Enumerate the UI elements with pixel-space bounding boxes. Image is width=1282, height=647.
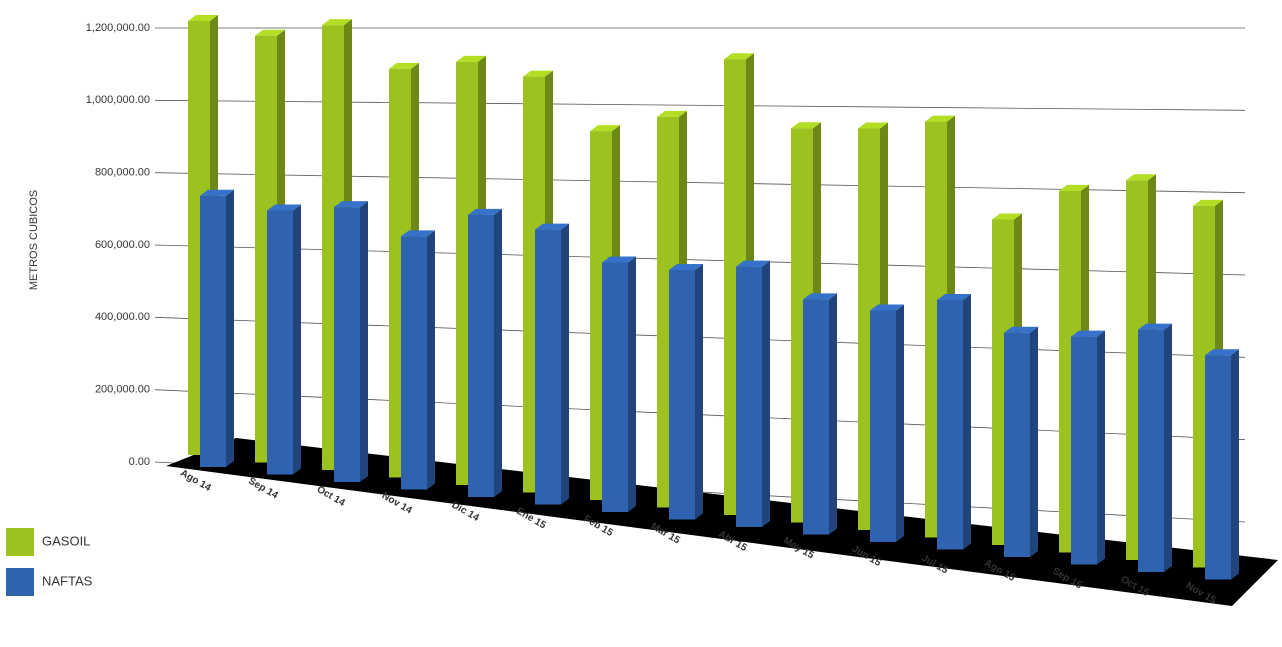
- bar-front: [401, 236, 427, 490]
- bar-side: [829, 293, 837, 535]
- bar-side: [695, 263, 703, 520]
- bar-top: [1193, 199, 1223, 206]
- bar-top: [669, 263, 703, 270]
- y-tick-label: 200,000.00: [95, 384, 150, 396]
- bar-top: [803, 293, 837, 300]
- bar: [803, 293, 837, 535]
- bar-side: [896, 304, 904, 542]
- bar-front: [937, 299, 963, 550]
- bar-top: [401, 230, 435, 237]
- bar-front: [803, 299, 829, 535]
- bar-top: [590, 125, 620, 132]
- bar: [669, 263, 703, 520]
- bar-top: [322, 19, 352, 26]
- bar-front: [468, 214, 494, 497]
- bar: [535, 223, 569, 505]
- bar-side: [1030, 326, 1038, 557]
- bar: [267, 204, 301, 475]
- bar-top: [657, 110, 687, 117]
- x-tick-label: Ago 14: [178, 468, 213, 494]
- bar-side: [494, 208, 502, 497]
- y-axis-label: METROS CUBICOS: [28, 190, 40, 290]
- bar: [200, 189, 234, 467]
- bar-side: [293, 204, 301, 475]
- y-tick-label: 600,000.00: [95, 239, 150, 251]
- bar: [401, 230, 435, 490]
- bar-front: [1004, 332, 1030, 557]
- bar: [468, 208, 502, 497]
- bar-top: [334, 201, 368, 208]
- bar-top: [870, 304, 904, 311]
- bar: [1138, 323, 1172, 572]
- bar-top: [858, 122, 888, 129]
- y-tick-label: 0.00: [129, 456, 150, 468]
- bar-top: [1138, 323, 1172, 330]
- bar-side: [1231, 349, 1239, 580]
- bar-side: [561, 223, 569, 505]
- bar-top: [389, 62, 419, 69]
- bar-top: [736, 260, 770, 267]
- bar-front: [1205, 355, 1231, 580]
- bar: [1205, 349, 1239, 580]
- bar-top: [535, 223, 569, 230]
- bar-front: [1138, 329, 1164, 572]
- floor: [166, 438, 1278, 606]
- bar-front: [1071, 336, 1097, 565]
- bar-top: [1071, 330, 1105, 337]
- bar-side: [762, 260, 770, 527]
- bar-side: [963, 293, 971, 550]
- bar-top: [1205, 349, 1239, 356]
- legend-label: GASOIL: [42, 533, 90, 548]
- bar-side: [427, 230, 435, 490]
- bar-front: [535, 229, 561, 505]
- bar-front: [267, 210, 293, 475]
- bar-front: [736, 266, 762, 527]
- bar: [937, 293, 971, 550]
- bar-top: [523, 70, 553, 77]
- legend-label: NAFTAS: [42, 573, 93, 588]
- y-tick-label: 400,000.00: [95, 311, 150, 323]
- bar-front: [602, 262, 628, 512]
- grid-line: [154, 99, 1246, 111]
- bar-front: [669, 269, 695, 520]
- bar-side: [628, 256, 636, 512]
- bar-top: [267, 204, 301, 211]
- bar-top: [724, 53, 754, 60]
- bar: [1004, 326, 1038, 557]
- bar-top: [925, 115, 955, 122]
- bar: [1071, 330, 1105, 565]
- bar-side: [360, 201, 368, 482]
- legend-swatch: [6, 528, 34, 556]
- y-tick-label: 1,200,000.00: [86, 22, 150, 34]
- bar-top: [1126, 174, 1156, 181]
- legend-swatch: [6, 568, 34, 596]
- bar-top: [937, 293, 971, 300]
- bar-top: [468, 208, 502, 215]
- bar-top: [992, 213, 1022, 220]
- bar-front: [870, 310, 896, 542]
- bar-top: [456, 55, 486, 62]
- y-tick-label: 800,000.00: [95, 167, 150, 179]
- bar-side: [226, 189, 234, 467]
- bar: [334, 201, 368, 482]
- bar-side: [1097, 330, 1105, 565]
- bar-front: [200, 195, 226, 467]
- bar-top: [188, 15, 218, 21]
- bar-top: [1004, 326, 1038, 333]
- bar: [602, 256, 636, 512]
- bar: [736, 260, 770, 527]
- bar-front: [334, 207, 360, 482]
- bar-top: [602, 256, 636, 263]
- bar-side: [1164, 323, 1172, 572]
- bar: [870, 304, 904, 542]
- bar-top: [1059, 184, 1089, 191]
- y-tick-label: 1,000,000.00: [86, 94, 150, 106]
- bar-top: [791, 122, 821, 129]
- bar-top: [255, 29, 285, 36]
- bar-top: [200, 189, 234, 196]
